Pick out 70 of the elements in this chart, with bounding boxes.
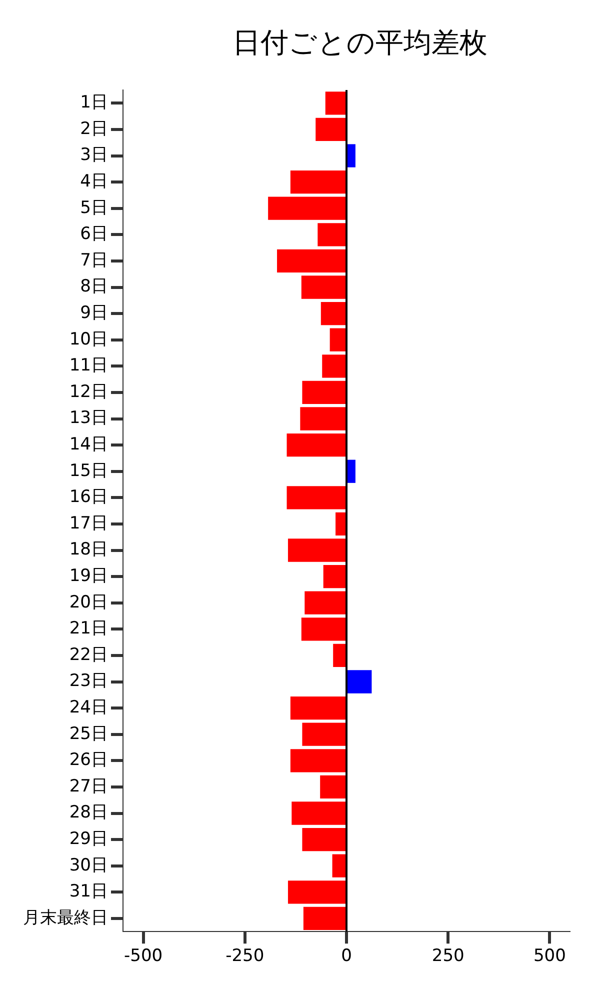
bar	[347, 144, 356, 168]
bar	[300, 407, 346, 430]
y-tick-label: 25日	[69, 724, 108, 744]
y-tick-label: 12日	[69, 382, 108, 402]
bar	[332, 854, 346, 878]
y-tick-label: 18日	[69, 540, 108, 560]
y-tick-label: 4日	[80, 171, 108, 192]
bar	[292, 802, 346, 825]
bar	[318, 223, 346, 246]
x-tick-label: 500	[533, 946, 566, 966]
y-tick-label: 2日	[80, 118, 108, 139]
bar	[304, 591, 346, 614]
bar	[347, 670, 372, 694]
bar	[302, 722, 346, 746]
y-tick-label: 1日	[80, 92, 108, 113]
bar	[290, 696, 346, 720]
y-tick-label: 13日	[69, 408, 108, 428]
y-tick-label: 7日	[80, 250, 108, 270]
x-tick-label: 0	[341, 946, 352, 966]
y-tick-label: 28日	[69, 802, 108, 823]
bar	[333, 644, 346, 668]
bar	[347, 460, 356, 483]
bar	[286, 433, 346, 457]
bar	[301, 276, 346, 299]
bar	[268, 196, 346, 220]
bar	[288, 880, 346, 904]
y-tick-label: 6日	[80, 224, 108, 244]
y-tick-label: 14日	[69, 434, 108, 454]
x-tick-label: -250	[226, 946, 264, 966]
y-tick-label: 16日	[69, 487, 108, 508]
bar	[303, 906, 346, 930]
bar	[323, 564, 346, 588]
bar	[288, 538, 346, 562]
bar	[322, 354, 346, 378]
y-tick-label: 20日	[69, 592, 108, 612]
y-tick-label: 26日	[69, 750, 108, 770]
bar	[336, 512, 346, 536]
y-tick-label: 15日	[69, 460, 108, 481]
y-tick-label: 10日	[69, 329, 108, 350]
x-tick-label: 250	[432, 946, 464, 966]
y-tick-label: 24日	[69, 697, 108, 718]
bar	[302, 380, 346, 404]
y-tick-label: 21日	[69, 618, 108, 639]
y-tick-label: 5日	[80, 198, 108, 218]
y-tick-label: 19日	[69, 566, 108, 586]
bar	[290, 170, 346, 194]
bar	[330, 328, 346, 352]
y-tick-label: 月末最終日	[23, 908, 108, 928]
bar	[301, 618, 346, 641]
y-tick-label: 17日	[69, 513, 108, 534]
bar	[290, 749, 346, 772]
y-tick-label: 29日	[69, 828, 108, 849]
chart-title: 日付ごとの平均差枚	[232, 25, 488, 61]
y-tick-label: 27日	[69, 776, 108, 796]
y-tick-label: 8日	[80, 276, 108, 297]
bar	[316, 118, 346, 142]
y-tick-label: 9日	[80, 302, 108, 323]
bar	[302, 828, 346, 852]
y-tick-label: 23日	[69, 671, 108, 692]
bar	[325, 92, 346, 115]
y-tick-label: 3日	[80, 145, 108, 166]
bar	[320, 302, 346, 326]
y-tick-label: 31日	[69, 882, 108, 902]
y-tick-label: 30日	[69, 855, 108, 876]
x-tick-label: -500	[124, 946, 163, 966]
y-tick-label: 22日	[69, 644, 108, 665]
bar	[286, 486, 346, 510]
y-tick-label: 11日	[69, 356, 108, 376]
bar	[320, 775, 346, 799]
bar	[277, 249, 346, 273]
